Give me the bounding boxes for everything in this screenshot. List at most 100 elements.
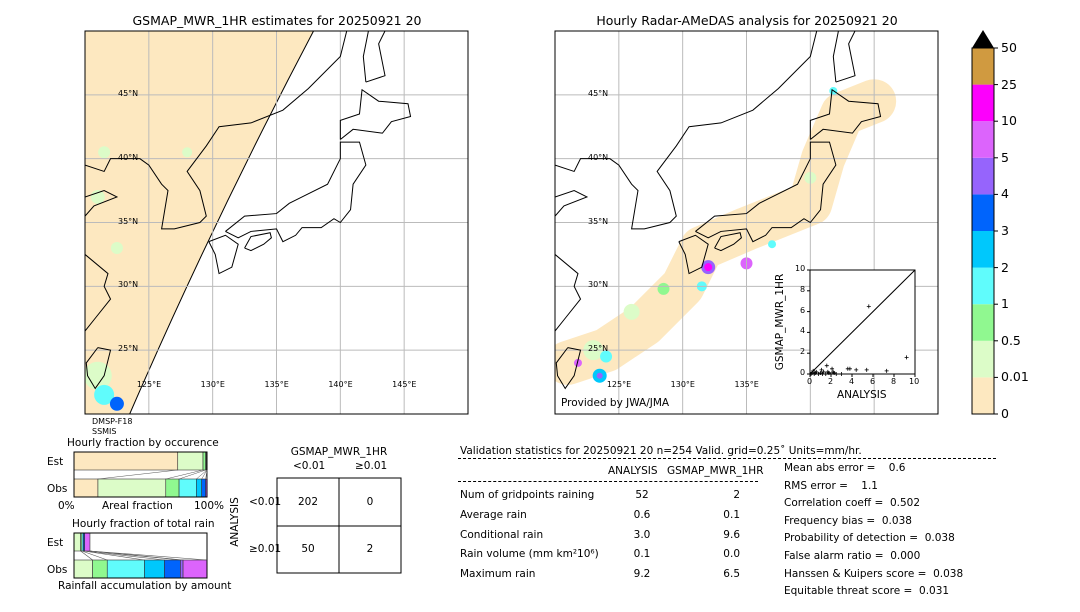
rain-obs-segment — [106, 559, 145, 579]
rain-connector — [89, 550, 208, 561]
coastline-china2 — [555, 254, 582, 332]
rain-blob — [98, 146, 111, 159]
right-map-title: Hourly Radar-AMeDAS analysis for 2025092… — [596, 13, 898, 28]
colorbar-over-arrow — [972, 30, 994, 48]
rain-blob — [768, 240, 777, 249]
stat-row-label: Maximum rain — [460, 568, 536, 580]
lon-tick-label: 145°E — [392, 380, 417, 389]
occ-obs-label: Obs — [47, 483, 68, 495]
colorbar-tick-label: 10 — [1001, 113, 1017, 129]
occ-xlabel: Areal fraction — [102, 500, 173, 512]
scatter-point — [820, 372, 825, 376]
occ-tick-100: 100% — [194, 500, 225, 512]
occurrence-est-segment — [202, 451, 206, 471]
rain-obs-segment — [182, 559, 208, 579]
rain-obs-segment — [92, 559, 108, 579]
coastline-taiwan — [555, 347, 582, 390]
coastline-sakhalin — [362, 31, 386, 83]
lat-tick-label: 25°N — [118, 344, 139, 354]
stats-col-analysis: ANALYSIS — [608, 465, 658, 477]
lat-tick-label: 25°N — [588, 344, 609, 354]
rain-blob — [600, 350, 613, 363]
sensor-label-2: SSMIS — [92, 427, 117, 436]
coastline-honshu — [225, 141, 367, 243]
occurrence-connector — [165, 469, 204, 480]
scatter-xtick-label: 2 — [828, 377, 834, 386]
stat-row-label: Num of gridpoints raining — [460, 489, 595, 501]
colorbar-tick-label: 5 — [1001, 149, 1009, 165]
stat-analysis-value: 52 — [635, 489, 649, 501]
score-line: Hanssen & Kuipers score = 0.038 — [784, 567, 964, 580]
coastline-honshu — [695, 141, 837, 243]
colorbar-tick-label: 2 — [1001, 259, 1009, 275]
contingency-col-1: <0.01 — [293, 460, 326, 472]
sensor-label-1: DMSP-F18 — [92, 417, 133, 426]
occurrence-obs-segment — [201, 478, 206, 498]
occurrence-title: Hourly fraction by occurence — [67, 437, 219, 449]
colorbar-tick-label: 0.01 — [1001, 369, 1029, 385]
stat-row-label: Conditional rain — [460, 529, 544, 541]
scatter-ytick-label: 2 — [800, 347, 806, 357]
scatter-xlabel: ANALYSIS — [837, 389, 887, 401]
scatter-xtick-label: 8 — [891, 377, 897, 386]
rain-blob — [596, 372, 603, 379]
scatter-point — [831, 369, 836, 374]
colorbar-tick-label: 1 — [1001, 296, 1009, 312]
stat-gsmap-value: 9.6 — [723, 529, 740, 541]
rain-xlabel: Rainfall accumulation by amount — [58, 580, 232, 592]
stats-header: Validation statistics for 20250921 20 n=… — [460, 445, 862, 457]
analysis-coverage-band — [555, 79, 897, 385]
scatter-point — [830, 366, 835, 371]
stat-row-label: Average rain — [460, 509, 527, 521]
scatter-point — [839, 372, 844, 376]
lat-tick-label: 30°N — [588, 280, 609, 290]
scatter-point — [818, 370, 823, 375]
left-map-layer — [85, 31, 468, 414]
scatter-point — [825, 369, 830, 374]
scatter-point — [824, 363, 829, 368]
score-line: Equitable threat score = 0.031 — [784, 585, 950, 598]
scatter-point — [821, 369, 826, 374]
rain-fraction-title: Hourly fraction of total rain — [72, 518, 215, 530]
stat-analysis-value: 0.1 — [633, 548, 651, 560]
rain-connector — [89, 550, 184, 561]
occ-est-label: Est — [47, 456, 64, 468]
lat-tick-label: 45°N — [588, 88, 609, 98]
colorbar-tick-label: 0.5 — [1001, 332, 1021, 348]
coastline-taiwan — [85, 347, 112, 390]
lat-tick-label: 40°N — [588, 152, 609, 162]
rain-blob — [109, 396, 124, 411]
scatter-point — [904, 355, 909, 360]
rain-blob — [704, 263, 713, 272]
scatter-point — [814, 369, 819, 374]
scatter-point — [816, 372, 821, 376]
contingency-col-2: ≥0.01 — [355, 460, 388, 472]
coastline-shikoku — [244, 232, 272, 252]
occurrence-connector — [201, 469, 208, 480]
coastline-hokkaido — [809, 88, 882, 140]
stat-gsmap-value: 0.0 — [723, 548, 740, 560]
contingency-row-1: <0.01 — [249, 496, 282, 508]
occurrence-obs-segment — [178, 478, 197, 498]
scatter-point — [845, 366, 850, 371]
coastline-sakhalin — [832, 31, 856, 83]
occurrence-obs-segment — [73, 478, 99, 498]
coastline-china — [85, 190, 119, 217]
colorbar-tick-label: 4 — [1001, 186, 1009, 202]
lat-tick-label: 30°N — [118, 280, 139, 290]
occurrence-connector — [196, 469, 208, 480]
scatter-point — [834, 372, 839, 376]
scatter-ytick-label: 0 — [800, 368, 806, 377]
scatter-ytick-label: 4 — [800, 326, 806, 336]
occurrence-connector — [97, 469, 178, 480]
lon-tick-label: 135°E — [734, 380, 759, 389]
scatter-ylabel: GSMAP_MWR_1HR — [774, 273, 786, 371]
rain-obs-segment — [144, 559, 165, 579]
occurrence-obs-segment — [165, 478, 180, 498]
stats-divider — [458, 458, 996, 459]
colorbar-segment — [972, 377, 994, 414]
stat-analysis-value: 3.0 — [633, 529, 651, 541]
scatter-ytick-label: 8 — [800, 284, 806, 294]
scatter-point — [812, 372, 817, 376]
stat-gsmap-value: 0.1 — [723, 509, 740, 521]
